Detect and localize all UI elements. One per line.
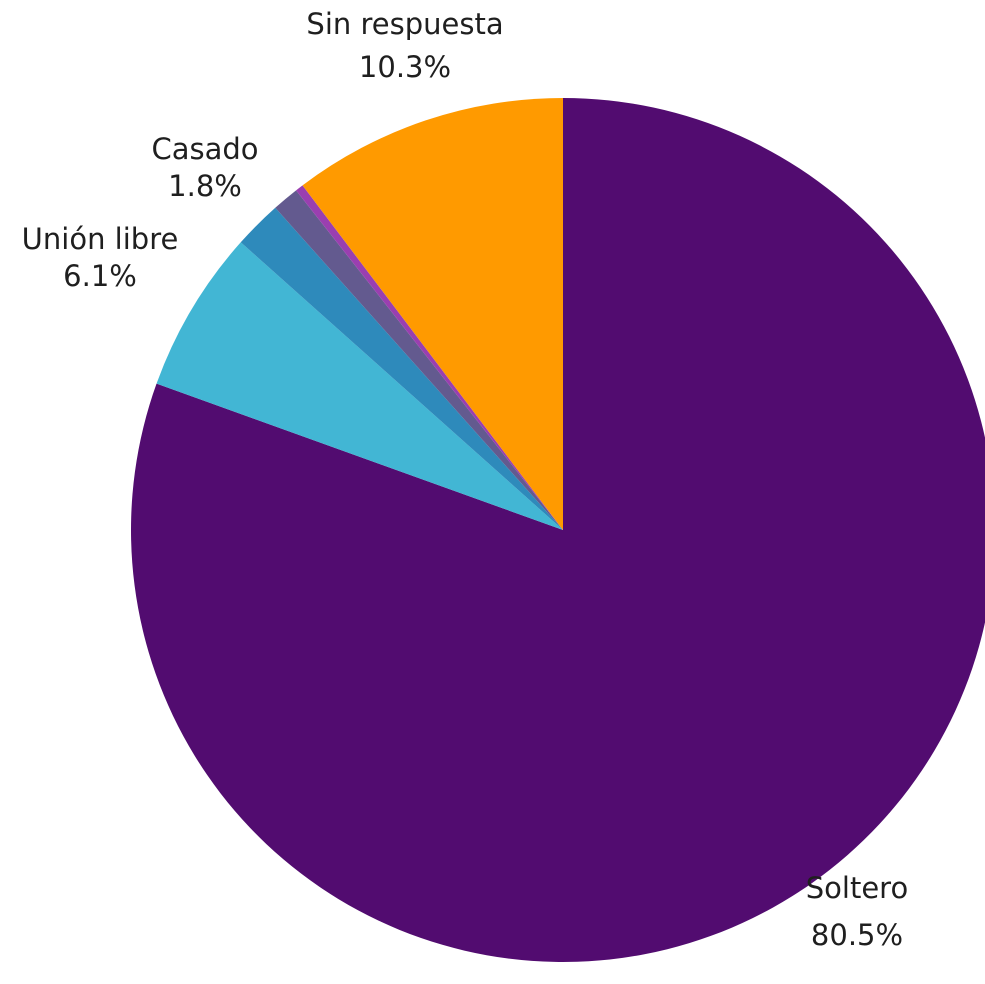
slice-value-casado: 1.8% [168,169,242,203]
pie-slice-union-libre [156,242,564,530]
slice-label-casado: Casado [151,132,258,166]
pie-slice-sin-respuesta [302,98,563,530]
slice-label-soltero: Soltero [806,871,908,905]
pie-slice-casado [240,207,563,530]
slice-label-sin-respuesta: Sin respuesta [306,7,503,41]
slice-value-sin-respuesta: 10.3% [359,50,451,84]
slice-value-soltero: 80.5% [811,918,903,952]
slice-value-union-libre: 6.1% [63,259,137,293]
pie-slices [131,98,985,962]
pie-slice-soltero [131,98,985,962]
pie-slice-unlabeled-4 [296,185,563,530]
pie-slice-unlabeled-3 [275,190,563,530]
slice-label-union-libre: Unión libre [22,222,179,256]
